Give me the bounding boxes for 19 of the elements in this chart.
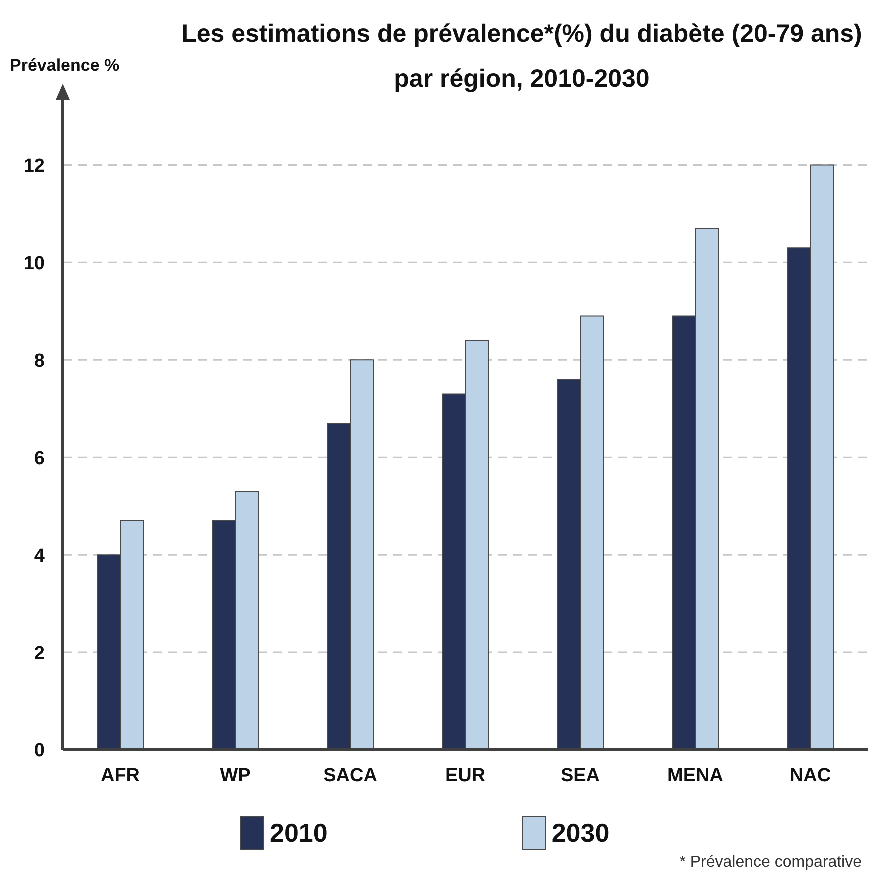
x-tick-label: MENA bbox=[668, 765, 724, 786]
y-tick-label: 2 bbox=[34, 643, 45, 664]
y-tick-label: 0 bbox=[34, 740, 45, 762]
y-tick-label: 6 bbox=[34, 448, 45, 470]
x-tick-label: NAC bbox=[790, 765, 832, 786]
x-tick-label: WP bbox=[220, 765, 252, 786]
x-tick-label: SEA bbox=[560, 765, 600, 786]
x-tick-label: EUR bbox=[445, 765, 486, 786]
legend-label: 2030 bbox=[552, 818, 610, 848]
y-tick-label: 12 bbox=[24, 156, 45, 177]
y-tick-label: 10 bbox=[24, 253, 45, 274]
y-tick-label: 8 bbox=[34, 350, 45, 372]
y-tick-label: 4 bbox=[34, 546, 46, 567]
x-tick-label: SACA bbox=[324, 765, 378, 786]
y-axis-title: Prévalence % bbox=[10, 56, 120, 76]
text: * Prévalence comparative bbox=[680, 854, 862, 872]
chart-title: Les estimations de prévalence*(%) du diabète (20-79 ans) par région, 2010-2030 bbox=[180, 19, 864, 95]
legend-label: 2010 bbox=[270, 818, 328, 848]
x-tick-label: AFR bbox=[100, 765, 140, 786]
